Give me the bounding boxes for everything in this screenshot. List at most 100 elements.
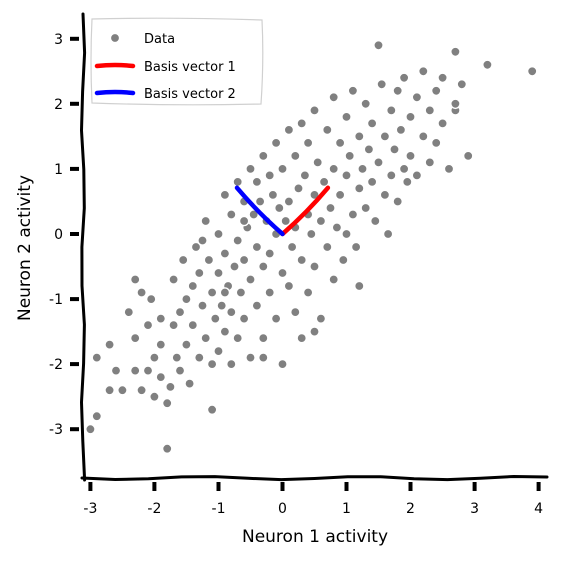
data-point [149,391,160,403]
data-point [302,287,314,298]
data-point [203,254,215,266]
basis-vector-1-line [280,185,331,237]
data-point [283,196,295,207]
data-point [289,306,301,318]
data-point [161,397,173,409]
y-tick-label: 3 [54,32,63,48]
data-point [379,189,391,201]
data-point [277,267,288,279]
data-point [197,300,208,311]
data-point [526,66,538,77]
x-tick-label: 0 [278,501,287,517]
data-point [257,261,269,272]
data-point [129,274,141,285]
data-point [456,79,468,90]
data-point [264,170,276,181]
x-axis-ticks: -3 -2 -1 0 1 2 3 4 [83,482,543,517]
data-point [235,287,247,298]
data-point [437,118,448,129]
data-point [411,170,423,181]
data-point [315,215,327,227]
data-point [450,98,461,110]
data-point [312,157,324,168]
data-point [193,267,205,279]
x-tick-label: 4 [534,501,543,517]
data-point [296,254,308,266]
data-point [238,215,250,227]
data-point [270,137,282,149]
data-point [136,287,147,298]
legend-box [90,17,264,106]
data-point [85,423,96,435]
x-axis-label: Neuron 1 activity [242,527,388,547]
data-point [219,189,231,201]
data-point [369,215,381,227]
data-point [142,365,154,376]
data-point [145,293,157,305]
legend-marker-data [109,32,121,44]
data-point [232,332,243,344]
data-point [206,287,218,298]
data-point [417,131,429,142]
data-point [104,339,115,350]
data-point [341,228,352,240]
data-point [238,254,250,266]
data-point [450,46,461,58]
y-tick-label: 0 [54,227,63,243]
data-point [161,443,173,455]
data-point [392,85,404,97]
data-point [373,157,384,168]
data-point [353,280,365,292]
data-point [296,118,308,129]
data-point [334,189,346,201]
data-point [360,202,372,214]
data-point [430,85,442,97]
data-point [405,150,416,162]
data-point [209,313,221,324]
data-point [117,384,128,396]
data-point [417,66,429,77]
x-tick-label: 2 [406,501,415,517]
data-point [344,150,356,162]
data-point [462,150,474,162]
data-point [155,313,167,324]
data-point [379,131,391,142]
data-point [424,157,436,168]
data-point [389,144,400,155]
x-axis-line [80,474,549,482]
data-point [315,313,327,324]
data-point [482,59,493,71]
data-point [341,170,352,181]
data-point [213,228,224,240]
data-point [149,352,160,363]
data-point [264,287,276,298]
data-point [270,313,282,324]
data-point [129,365,141,376]
data-point [229,261,240,272]
data-point [293,183,304,194]
data-point [443,163,455,175]
legend-label: Data [144,32,175,47]
data-point [184,378,195,389]
data-point [267,189,279,201]
data-point [325,202,336,214]
data-point [225,306,237,318]
axes-layer: -3 -2 -1 0 1 2 3 4 -3 -2 -1 0 1 2 3 [49,12,549,517]
data-point [91,352,103,363]
data-point [251,300,263,311]
y-axis-label: Neuron 2 activity [15,175,35,321]
data-point [376,79,388,90]
data-point [273,202,285,214]
data-point [411,92,423,103]
data-point [305,228,317,240]
data-point [123,306,135,318]
data-point [424,105,436,116]
data-point [257,352,269,363]
data-point [360,98,372,110]
data-point [405,111,416,123]
data-point [385,170,397,181]
y-tick-label: 2 [54,97,63,113]
data-point [206,404,218,416]
y-tick-label: 1 [54,162,63,178]
data-point [129,332,141,344]
